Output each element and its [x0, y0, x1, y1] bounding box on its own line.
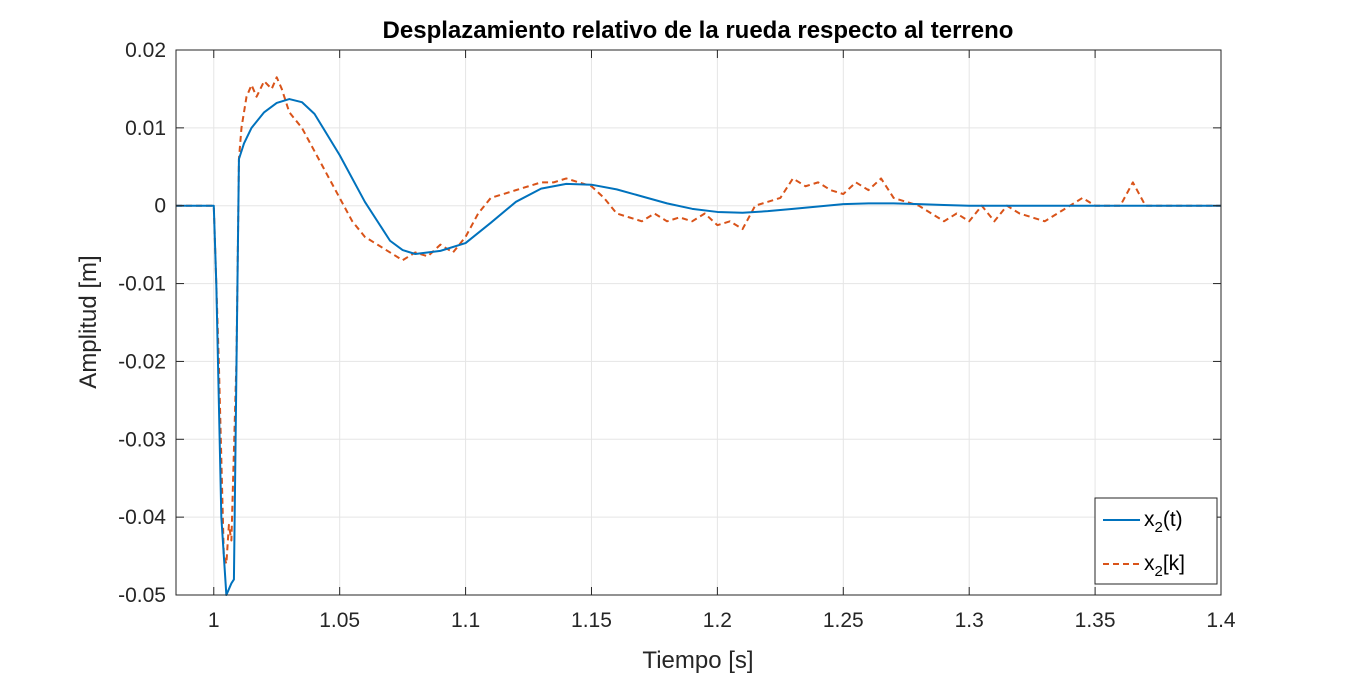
x-tick-label: 1.05 — [319, 609, 360, 632]
y-tick-label: -0.03 — [118, 428, 166, 451]
y-tick-label: -0.04 — [118, 506, 166, 529]
y-tick-label: 0 — [154, 195, 166, 218]
y-tick-label: 0.02 — [125, 39, 166, 62]
x-tick-label: 1.3 — [955, 609, 984, 632]
y-tick-label: -0.05 — [118, 584, 166, 607]
y-axis-label: Amplitud [m] — [75, 255, 102, 388]
x-tick-label: 1.15 — [571, 609, 612, 632]
x-tick-label: 1.1 — [451, 609, 480, 632]
series-line-x2k — [176, 76, 1221, 565]
x-axis-label: Tiempo [s] — [642, 647, 753, 674]
legend: x2(t) x2[k] — [1094, 497, 1218, 585]
y-tick-label: -0.02 — [118, 350, 166, 373]
y-tick-labels: -0.05 -0.04 -0.03 -0.02 -0.01 0 0.01 0.02 — [118, 39, 166, 607]
series-line-x2t — [176, 98, 1221, 596]
x-tick-label: 1.2 — [703, 609, 732, 632]
x-tick-label: 1 — [208, 609, 220, 632]
legend-label-x2k: x2[k] — [1144, 552, 1185, 580]
x-tick-labels: 1 1.05 1.1 1.15 1.2 1.25 1.3 1.35 1.4 — [208, 609, 1236, 632]
plot-lines — [176, 76, 1221, 596]
legend-box — [1094, 497, 1218, 585]
y-tick-label: 0.01 — [125, 117, 166, 140]
y-tick-label: -0.01 — [118, 273, 166, 296]
legend-label-x2t: x2(t) — [1144, 508, 1183, 536]
chart-title: Desplazamiento relativo de la rueda resp… — [383, 17, 1014, 44]
x-tick-label: 1.25 — [823, 609, 864, 632]
plot-area — [176, 50, 1221, 595]
axes-box — [175, 49, 1222, 596]
x-tick-label: 1.4 — [1206, 609, 1236, 632]
x-tick-label: 1.35 — [1075, 609, 1116, 632]
